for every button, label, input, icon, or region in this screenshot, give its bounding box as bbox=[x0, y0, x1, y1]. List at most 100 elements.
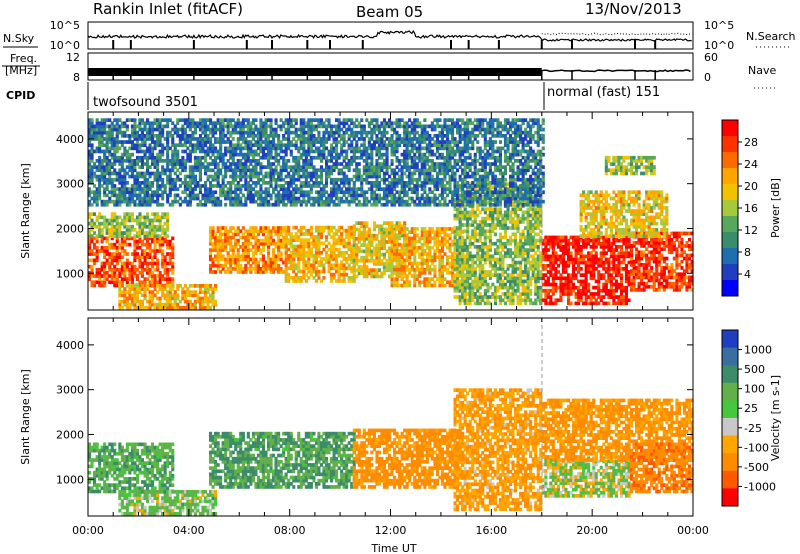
range-time-cell bbox=[609, 224, 613, 229]
range-time-cell bbox=[440, 230, 444, 234]
range-time-cell bbox=[645, 263, 649, 267]
range-time-cell bbox=[161, 236, 165, 241]
freq-band bbox=[88, 68, 542, 76]
range-time-cell bbox=[501, 223, 505, 227]
range-time-cell bbox=[151, 231, 155, 235]
range-time-cell bbox=[607, 202, 611, 207]
range-time-cell bbox=[284, 272, 288, 277]
range-time-cell bbox=[516, 251, 520, 255]
range-time-cell bbox=[602, 267, 606, 271]
range-time-cell bbox=[642, 171, 646, 176]
range-time-cell bbox=[130, 264, 134, 269]
range-time-cell bbox=[481, 194, 485, 199]
range-time-cell bbox=[405, 252, 409, 256]
range-time-cell bbox=[284, 276, 288, 280]
range-time-cell bbox=[186, 287, 190, 291]
range-time-cell bbox=[209, 248, 213, 252]
range-time-cell bbox=[309, 263, 313, 268]
range-time-cell bbox=[398, 227, 402, 231]
range-time-cell bbox=[254, 248, 258, 252]
range-time-cell bbox=[123, 215, 127, 220]
range-time-cell bbox=[607, 168, 611, 173]
range-time-cell bbox=[156, 215, 160, 220]
range-time-cell bbox=[193, 299, 197, 304]
range-time-cell bbox=[567, 248, 571, 252]
range-time-cell bbox=[582, 206, 586, 210]
range-time-cell bbox=[619, 196, 623, 201]
range-time-cell bbox=[529, 260, 533, 265]
range-time-cell bbox=[135, 149, 139, 154]
range-time-cell bbox=[168, 284, 172, 288]
range-time-cell bbox=[357, 268, 361, 272]
range-time-cell bbox=[549, 298, 553, 303]
range-time-cell bbox=[98, 174, 102, 179]
range-time-cell bbox=[133, 127, 137, 132]
range-time-cell bbox=[347, 228, 351, 233]
range-time-cell bbox=[219, 232, 223, 237]
range-time-cell bbox=[93, 134, 97, 138]
range-time-cell bbox=[216, 257, 220, 262]
range-time-cell bbox=[536, 288, 540, 293]
range-time-cell bbox=[307, 241, 311, 246]
range-time-cell bbox=[418, 261, 422, 266]
range-time-cell bbox=[466, 210, 470, 215]
range-time-cell bbox=[483, 254, 487, 259]
range-time-cell bbox=[120, 155, 124, 160]
range-time-cell bbox=[88, 199, 92, 204]
range-time-cell bbox=[148, 234, 152, 238]
range-time-cell bbox=[309, 241, 313, 246]
range-time-cell bbox=[279, 270, 283, 274]
range-time-cell bbox=[456, 210, 460, 215]
range-time-cell bbox=[647, 231, 651, 235]
range-time-cell bbox=[140, 140, 144, 144]
range-time-cell bbox=[166, 218, 170, 223]
range-time-cell bbox=[307, 247, 311, 252]
range-time-cell bbox=[438, 227, 442, 231]
range-time-cell bbox=[163, 296, 167, 301]
range-time-cell bbox=[526, 298, 530, 303]
range-time-cell bbox=[294, 266, 298, 271]
range-time-cell bbox=[130, 296, 134, 301]
range-time-cell bbox=[682, 281, 686, 286]
range-time-cell bbox=[597, 301, 601, 306]
range-time-cell bbox=[473, 245, 477, 249]
range-time-cell bbox=[103, 199, 107, 204]
range-time-cell bbox=[118, 177, 122, 182]
range-time-cell bbox=[425, 264, 429, 269]
range-time-cell bbox=[526, 295, 530, 299]
range-time-cell bbox=[486, 207, 490, 212]
range-time-cell bbox=[630, 256, 634, 261]
range-time-cell bbox=[554, 251, 558, 255]
range-time-cell bbox=[478, 298, 482, 303]
range-time-cell bbox=[688, 284, 692, 289]
range-time-cell bbox=[267, 235, 271, 240]
range-time-cell bbox=[619, 267, 623, 271]
range-time-cell bbox=[662, 259, 666, 264]
range-time-cell bbox=[617, 231, 621, 235]
range-time-cell bbox=[138, 287, 142, 291]
range-time-cell bbox=[90, 155, 94, 160]
range-time-cell bbox=[612, 295, 616, 299]
range-time-cell bbox=[662, 266, 666, 270]
range-time-cell bbox=[312, 254, 316, 258]
range-time-cell bbox=[645, 256, 649, 261]
range-time-cell bbox=[524, 267, 528, 271]
range-time-cell bbox=[516, 301, 520, 306]
range-time-cell bbox=[549, 273, 553, 277]
range-time-cell bbox=[609, 162, 613, 166]
range-time-cell bbox=[632, 269, 636, 273]
range-time-cell bbox=[617, 168, 621, 173]
range-time-cell bbox=[108, 267, 112, 272]
range-time-cell bbox=[140, 224, 144, 229]
range-time-cell bbox=[393, 245, 397, 250]
range-time-cell bbox=[161, 290, 165, 294]
range-time-cell bbox=[551, 254, 555, 259]
range-time-cell bbox=[123, 184, 127, 188]
range-time-cell bbox=[471, 295, 475, 299]
range-time-cell bbox=[435, 277, 439, 281]
range-time-cell bbox=[120, 140, 124, 144]
range-time-cell bbox=[108, 118, 112, 122]
range-time-cell bbox=[617, 254, 621, 259]
range-time-cell bbox=[468, 298, 472, 303]
range-time-cell bbox=[370, 249, 374, 254]
